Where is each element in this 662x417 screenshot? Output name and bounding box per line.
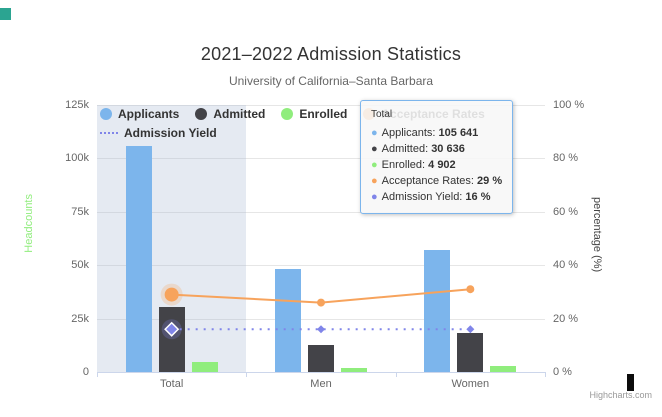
legend-item-applicants[interactable]: Applicants	[100, 107, 179, 121]
legend-label: Admission Yield	[124, 126, 217, 140]
tooltip-header: Total	[371, 109, 393, 120]
gridline	[97, 211, 545, 213]
bar-applicants-women[interactable]	[424, 250, 451, 372]
y-axis-label-left: 75k	[71, 205, 89, 218]
bar-admitted-women[interactable]	[457, 333, 484, 372]
tooltip: Total ● Applicants: 105 641 ● Admitted: 30 …	[360, 100, 514, 214]
y-axis-label-right: 0 %	[553, 366, 572, 378]
x-axis-line	[97, 372, 545, 373]
gridline	[97, 105, 545, 106]
legend-label: Enrolled	[299, 107, 348, 121]
y-axis-label-right: 80 %	[553, 152, 579, 165]
x-axis-label-women: Women	[451, 378, 490, 390]
cursor-artifact	[627, 374, 634, 391]
chart-title: 2021–2022 Admission Statistics	[200, 44, 462, 64]
series-bullet-icon: ●	[371, 191, 378, 203]
legend-label: Applicants	[118, 107, 180, 121]
bar-admitted-men[interactable]	[308, 345, 334, 372]
series-bullet-icon: ●	[371, 175, 378, 187]
tooltip-rows: ● Applicants: 105 641 ● Admitted: 30 636 ● En…	[371, 125, 502, 205]
tooltip-row-admitted: ● Admitted: 30 636	[371, 143, 465, 155]
x-axis-label-total: Total	[160, 378, 184, 390]
y-axis-label-right: 40 %	[553, 259, 579, 272]
series-dot-icon	[195, 108, 208, 120]
tooltip-value: 16 %	[465, 191, 491, 203]
x-axis-label-men: Men	[310, 378, 332, 390]
y-axis-label-left: 0	[82, 366, 89, 378]
gridline	[97, 318, 545, 320]
highcharts-credit-link[interactable]: Highcharts.com	[589, 390, 652, 400]
x-axis-tick	[395, 372, 397, 377]
bar-enrolled-men[interactable]	[341, 367, 367, 372]
y-axis-label-left: 50k	[71, 259, 89, 272]
tooltip-value: 29 %	[477, 175, 503, 187]
tooltip-row-enrolled: ● Enrolled: 4 902	[371, 159, 456, 171]
tooltip-row-acceptance-rates: ● Acceptance Rates: 29 %	[371, 175, 503, 187]
chart-subtitle: University of California–Santa Barbara	[228, 74, 434, 88]
legend-item-admission-yield[interactable]: Admission Yield	[100, 126, 217, 140]
y-axis-label-left: 125k	[65, 99, 89, 111]
dotted-line-icon	[100, 132, 118, 134]
tooltip-value: 30 636	[431, 143, 465, 155]
series-bullet-icon: ●	[371, 143, 378, 155]
tooltip-row-applicants: ● Applicants: 105 641	[371, 127, 479, 139]
series-dot-icon	[281, 108, 294, 120]
page-corner-swatch	[0, 8, 11, 20]
legend-label: Admitted	[213, 107, 266, 121]
y-axis-label-right: 100 %	[553, 99, 585, 111]
gridline	[97, 265, 545, 267]
bar-applicants-total[interactable]	[125, 146, 152, 372]
bar-enrolled-total[interactable]	[191, 361, 218, 372]
legend-row: Admission Yield	[100, 125, 501, 141]
series-dot-icon	[100, 108, 112, 120]
x-axis-tick	[246, 372, 248, 377]
bar-applicants-men[interactable]	[275, 269, 301, 372]
gridline	[97, 158, 545, 160]
y-axis-label-right: 20 %	[553, 312, 579, 325]
series-bullet-icon: ●	[371, 159, 378, 171]
bar-admitted-total[interactable]	[158, 306, 185, 372]
legend-item-enrolled[interactable]: Enrolled	[281, 107, 347, 121]
series-bullet-icon: ●	[371, 127, 378, 139]
x-axis-tick	[97, 372, 98, 377]
legend-item-admitted[interactable]: Admitted	[195, 107, 265, 121]
y-axis-label-left: 100k	[65, 152, 89, 165]
percentage-axis-title: percentage (%)	[591, 197, 603, 273]
bar-enrolled-women[interactable]	[490, 365, 517, 372]
tooltip-value: 4 902	[428, 159, 456, 171]
y-axis-label-right: 60 %	[553, 205, 579, 218]
tooltip-row-admission-yield: ● Admission Yield: 16 %	[371, 191, 491, 203]
tooltip-value: 105 641	[438, 127, 479, 139]
y-axis-label-left: 25k	[71, 312, 89, 325]
x-axis-tick	[545, 372, 546, 377]
